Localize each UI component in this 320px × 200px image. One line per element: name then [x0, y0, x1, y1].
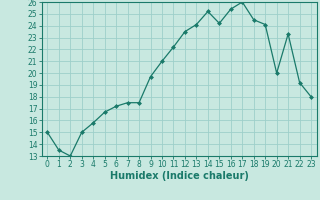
- X-axis label: Humidex (Indice chaleur): Humidex (Indice chaleur): [110, 171, 249, 181]
